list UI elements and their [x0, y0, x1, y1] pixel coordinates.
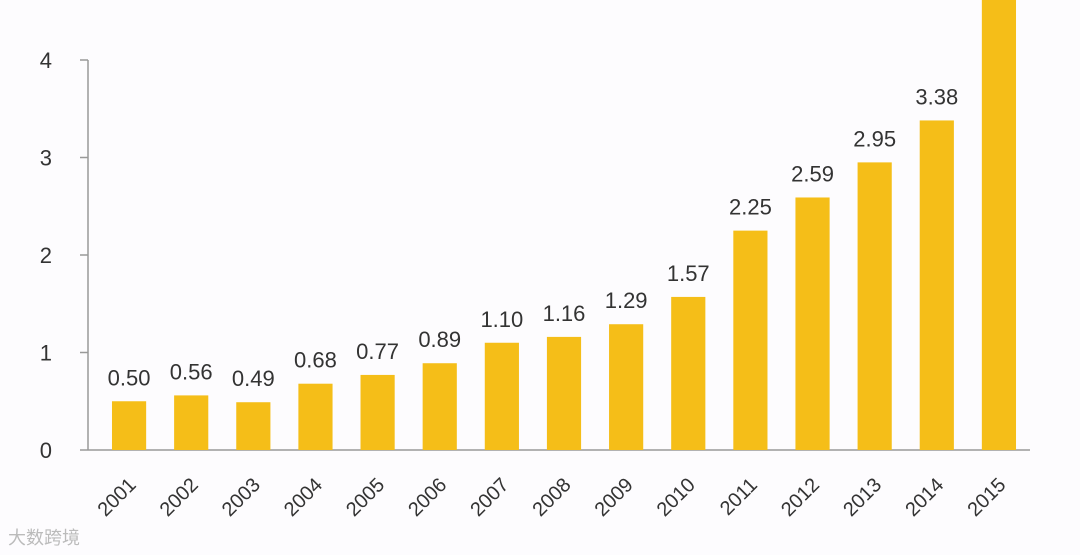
data-label-2001: 0.50 [108, 365, 151, 390]
x-tick-label-2002: 2002 [156, 474, 203, 521]
x-axis-ticks: 2001 2002 2003 2004 2005 2006 2007 2008 2009 2010… [94, 474, 1011, 521]
data-label-2003: 0.49 [232, 366, 275, 391]
x-tick-label-2001: 2001 [94, 474, 141, 521]
y-tick-label: 2 [40, 243, 52, 268]
bar-2013 [857, 162, 892, 450]
data-label-2004: 0.68 [294, 348, 337, 373]
bar-2014 [919, 120, 954, 450]
y-tick-label: 4 [40, 48, 52, 73]
data-label-2013: 2.95 [853, 126, 896, 151]
x-tick-label-2014: 2014 [901, 474, 948, 521]
bar-2009 [609, 324, 644, 450]
data-label-2007: 1.10 [480, 307, 523, 332]
bar-2001 [111, 401, 147, 450]
x-tick-label-2008: 2008 [529, 474, 576, 521]
bar-2004 [298, 383, 333, 450]
bar-2007 [484, 342, 519, 450]
data-label-2010: 1.57 [667, 261, 710, 286]
bar-2003 [236, 402, 271, 450]
data-labels: 0.50 0.56 0.49 0.68 0.77 0.89 1.10 1.16 1.29 1.57… [108, 84, 959, 391]
x-tick-label-2010: 2010 [653, 474, 700, 521]
bars [111, 0, 1017, 450]
y-tick-label: 0 [40, 438, 52, 463]
data-label-2008: 1.16 [543, 301, 586, 326]
bar-2015 [981, 0, 1017, 450]
bar-2010 [671, 296, 706, 450]
bar-2005 [360, 374, 395, 450]
x-tick-label-2005: 2005 [342, 474, 389, 521]
data-label-2009: 1.29 [605, 288, 648, 313]
bar-2012 [795, 197, 830, 450]
data-label-2014: 3.38 [915, 84, 958, 109]
x-tick-label-2012: 2012 [777, 474, 824, 521]
x-tick-label-2007: 2007 [466, 474, 513, 521]
data-label-2002: 0.56 [170, 359, 213, 384]
x-tick-label-2003: 2003 [218, 474, 265, 521]
x-tick-label-2013: 2013 [839, 474, 886, 521]
y-tick-label: 1 [40, 341, 52, 366]
data-label-2011: 2.25 [729, 195, 772, 220]
data-label-2006: 0.89 [418, 327, 461, 352]
bar-2008 [546, 336, 582, 450]
bar-2002 [174, 395, 209, 450]
x-tick-label-2006: 2006 [404, 474, 451, 521]
bar-2006 [422, 363, 457, 450]
data-label-2005: 0.77 [356, 339, 399, 364]
x-tick-label-2015: 2015 [963, 474, 1010, 521]
watermark-logo: 大数跨境 [8, 528, 80, 549]
bar-2011 [733, 230, 768, 450]
x-tick-label-2004: 2004 [280, 474, 327, 521]
x-tick-label-2011: 2011 [716, 474, 762, 520]
y-tick-label: 3 [40, 146, 52, 171]
x-tick-label-2009: 2009 [591, 474, 638, 521]
data-label-2012: 2.59 [791, 161, 834, 186]
